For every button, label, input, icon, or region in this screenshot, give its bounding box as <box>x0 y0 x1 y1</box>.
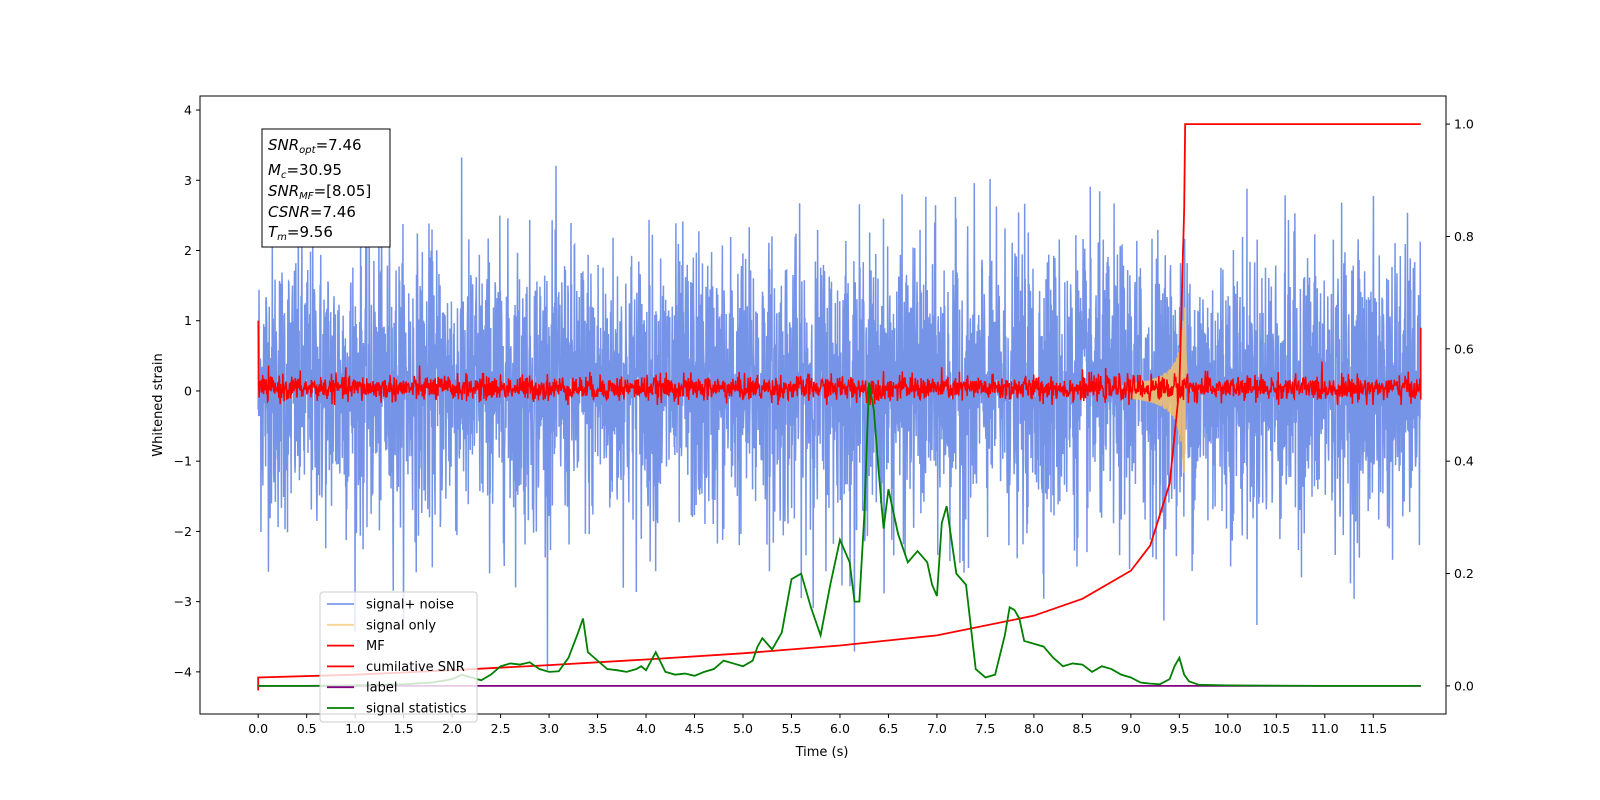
annotation-snr-mf: SNRMF=[8.05] <box>268 182 371 202</box>
x-tick-label: 5.0 <box>733 721 753 736</box>
y-left-tick-label: 0 <box>184 383 192 398</box>
y-left-tick-label: −2 <box>174 524 192 539</box>
y-right-tick-label: 0.4 <box>1454 454 1474 469</box>
y-right-axis-ticks: 1.0 0.8 0.6 0.4 0.2 0.0 <box>1446 117 1474 693</box>
y-right-tick-label: 1.0 <box>1454 117 1474 132</box>
annotation-box: SNRopt=7.46 Mc=30.95 SNRMF=[8.05] CSNR=7… <box>261 128 391 248</box>
x-tick-label: 2.5 <box>491 721 511 736</box>
x-tick-label: 0.0 <box>248 721 268 736</box>
annotation-tm: Tm=9.56 <box>268 223 333 243</box>
x-tick-label: 11.5 <box>1359 721 1387 736</box>
y-right-tick-label: 0.6 <box>1454 341 1474 356</box>
x-tick-label: 4.0 <box>636 721 656 736</box>
x-tick-label: 10.0 <box>1214 721 1242 736</box>
x-tick-label: 9.0 <box>1121 721 1141 736</box>
x-tick-label: 2.0 <box>442 721 462 736</box>
x-tick-label: 6.5 <box>879 721 899 736</box>
x-tick-label: 4.5 <box>685 721 705 736</box>
y-left-tick-label: −4 <box>174 664 192 679</box>
plot-frame <box>199 95 1447 715</box>
x-tick-label: 1.5 <box>394 721 414 736</box>
legend-label: label <box>366 681 397 696</box>
x-tick-label: 6.0 <box>830 721 850 736</box>
x-axis-label: Time (s) <box>795 745 849 760</box>
y-left-axis-ticks: 4 3 2 1 0 −1 −2 −3 −4 <box>174 103 200 679</box>
y-right-tick-label: 0.8 <box>1454 229 1474 244</box>
x-tick-label: 5.5 <box>782 721 802 736</box>
annotation-csnr: CSNR=7.46 <box>268 203 356 221</box>
legend-label: cumilative SNR <box>366 660 465 675</box>
signal-statistics-line <box>258 382 1421 687</box>
legend-label: MF <box>366 639 385 654</box>
annotation-mc: Mc=30.95 <box>268 161 342 181</box>
legend-frame <box>319 591 478 723</box>
x-tick-label: 10.5 <box>1262 721 1290 736</box>
mf-line <box>257 320 1422 406</box>
y-left-tick-label: 4 <box>184 103 192 118</box>
y-axis-label: Whitened strain <box>151 353 166 456</box>
signal-statistics-series <box>258 382 1421 687</box>
x-tick-label: 1.0 <box>345 721 365 736</box>
legend: signal+ noise signal only MF cumilative SNR… <box>319 591 478 723</box>
y-left-tick-label: −3 <box>174 594 192 609</box>
y-left-tick-label: 2 <box>184 243 192 258</box>
x-tick-label: 7.0 <box>927 721 947 736</box>
mf-series <box>257 320 1422 406</box>
x-tick-label: 7.5 <box>975 721 995 736</box>
x-tick-label: 8.0 <box>1024 721 1044 736</box>
y-left-tick-label: 1 <box>184 313 192 328</box>
y-right-tick-label: 0.2 <box>1454 566 1474 581</box>
x-axis-ticks: 0.0 0.5 1.0 1.5 2.0 2.5 3.0 3.5 4.0 4.5 5.0 5.5 6.0 6… <box>248 714 1387 736</box>
x-tick-label: 9.5 <box>1169 721 1189 736</box>
y-left-tick-label: 3 <box>184 173 192 188</box>
x-tick-label: 3.5 <box>588 721 608 736</box>
legend-label: signal+ noise <box>366 598 454 613</box>
y-left-tick-label: −1 <box>174 454 192 469</box>
annotation-frame <box>261 128 391 248</box>
legend-label: signal statistics <box>366 702 467 717</box>
x-tick-label: 8.5 <box>1072 721 1092 736</box>
x-tick-label: 0.5 <box>297 721 317 736</box>
y-right-tick-label: 0.0 <box>1454 678 1474 693</box>
annotation-snr-opt: SNRopt=7.46 <box>268 136 362 156</box>
x-tick-label: 11.0 <box>1311 721 1339 736</box>
legend-label: signal only <box>366 618 436 633</box>
x-tick-label: 3.0 <box>539 721 559 736</box>
